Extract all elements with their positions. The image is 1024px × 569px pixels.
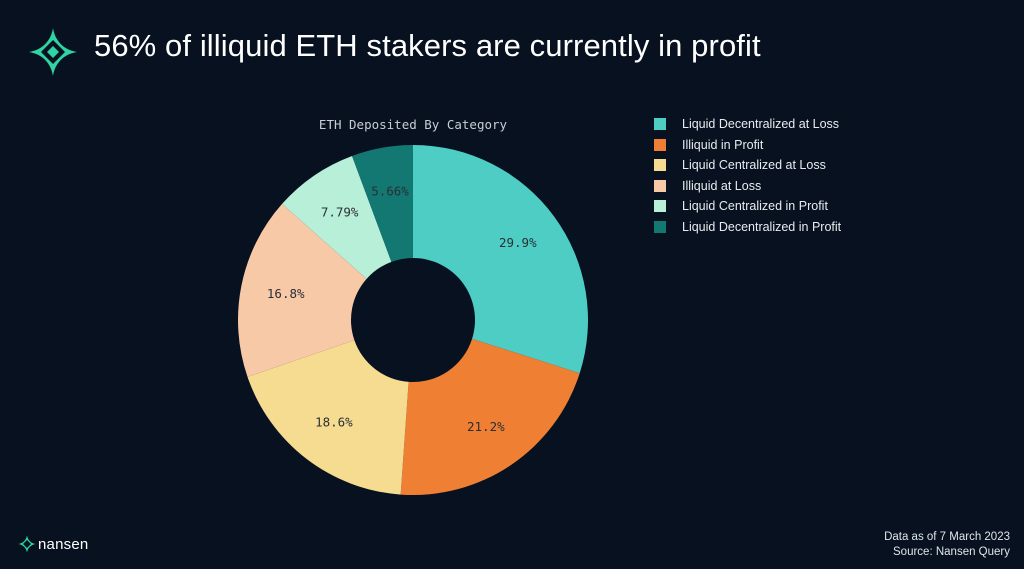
slice-value-label: 18.6% (315, 414, 353, 429)
legend-swatch (654, 200, 666, 213)
donut-slice (400, 338, 580, 495)
legend-item: Liquid Decentralized in Profit (654, 217, 841, 238)
chart-title: ETH Deposited By Category (318, 117, 508, 132)
page-title: 56% of illiquid ETH stakers are currentl… (94, 28, 761, 63)
legend-item: Illiquid in Profit (654, 135, 841, 156)
legend-swatch (654, 138, 666, 151)
donut-slice (237, 203, 367, 377)
donut-slice (247, 340, 409, 495)
footer-note: Data as of 7 March 2023 Source: Nansen Q… (884, 530, 1010, 560)
legend-label: Liquid Centralized at Loss (682, 158, 826, 173)
legend-swatch (654, 118, 666, 131)
slice-value-label: 21.2% (467, 419, 505, 434)
legend-swatch (654, 179, 666, 192)
legend-label: Liquid Centralized in Profit (682, 199, 828, 214)
slice-value-label: 7.79% (321, 204, 359, 219)
legend-label: Illiquid in Profit (682, 137, 764, 152)
brand-name: nansen (38, 535, 89, 553)
nansen-logo-icon (29, 28, 77, 76)
legend-swatch (654, 159, 666, 172)
footer-brand: nansen (18, 535, 88, 553)
legend-item: Liquid Centralized in Profit (654, 196, 841, 217)
donut-slice (352, 145, 413, 262)
nansen-small-logo-icon (18, 535, 36, 553)
donut-slice (413, 145, 589, 374)
legend-item: Illiquid at Loss (654, 176, 841, 197)
data-date-note: Data as of 7 March 2023 (884, 531, 1010, 543)
legend-label: Liquid Decentralized in Profit (682, 219, 842, 234)
chart-data-labels: 29.9% 21.2% 18.6% 16.8% 7.79% 5.66% (267, 184, 537, 434)
legend-item: Liquid Centralized at Loss (654, 155, 841, 176)
legend-item: Liquid Decentralized at Loss (654, 114, 841, 135)
source-note: Source: Nansen Query (893, 546, 1010, 558)
legend-label: Liquid Decentralized at Loss (682, 117, 840, 132)
chart-legend: Liquid Decentralized at Loss Illiquid in … (654, 114, 841, 237)
slice-value-label: 5.66% (371, 184, 409, 199)
slice-value-label: 29.9% (499, 235, 537, 250)
chart-slices (237, 145, 589, 495)
donut-slice (282, 155, 392, 279)
legend-swatch (654, 220, 666, 233)
legend-label: Illiquid at Loss (682, 178, 762, 193)
slice-value-label: 16.8% (267, 286, 305, 301)
